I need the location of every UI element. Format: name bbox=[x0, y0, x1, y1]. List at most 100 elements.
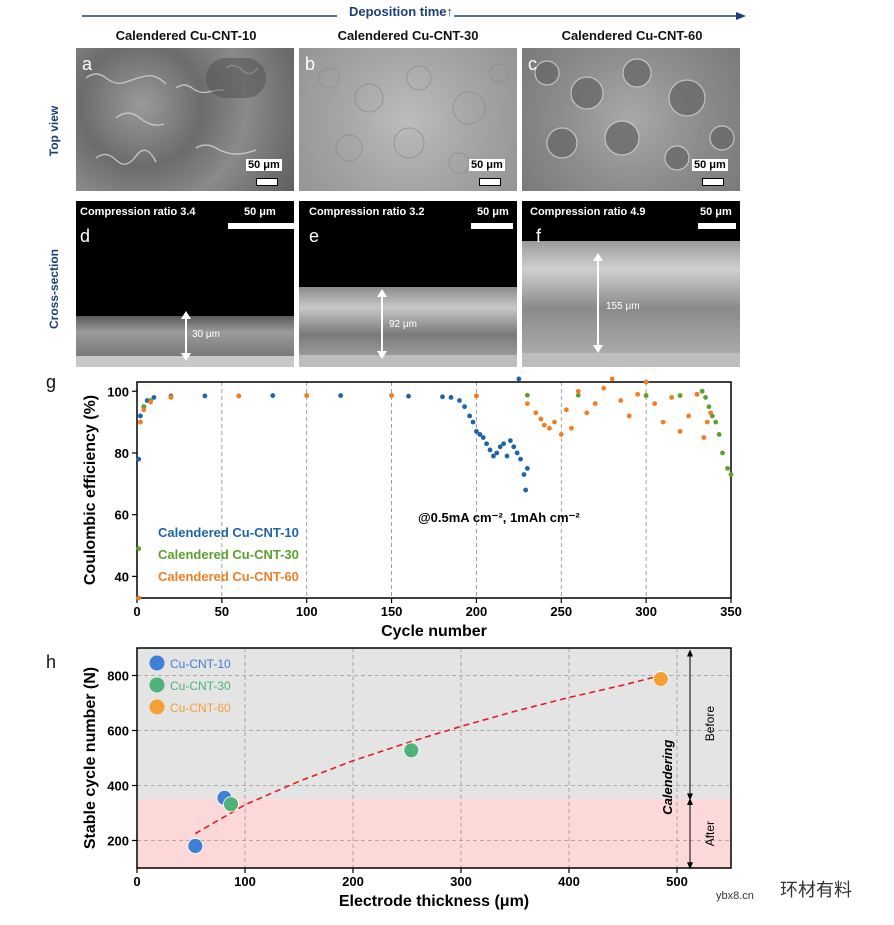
data-point-calendered-cu-cnt-60 bbox=[389, 393, 394, 398]
watermark-site: ybx8.cn bbox=[716, 890, 754, 902]
data-point-calendered-cu-cnt-10 bbox=[523, 487, 529, 493]
data-point-calendered-cu-cnt-10 bbox=[497, 444, 503, 450]
data-point-calendered-cu-cnt-10 bbox=[521, 472, 527, 477]
region-label-after: After bbox=[703, 821, 717, 846]
data-point-calendered-cu-cnt-60 bbox=[547, 425, 552, 431]
data-point-calendered-cu-cnt-10 bbox=[457, 398, 462, 403]
data-point-calendered-cu-cnt-60 bbox=[558, 432, 564, 437]
calendering-label: Calendering bbox=[660, 740, 675, 815]
column-title-cnt10: Calendered Cu-CNT-10 bbox=[115, 28, 257, 43]
y-tick-label: 40 bbox=[115, 569, 129, 584]
data-point-calendered-cu-cnt-10 bbox=[507, 438, 513, 444]
data-point-calendered-cu-cnt-10 bbox=[440, 394, 445, 400]
deposit-layer-f bbox=[522, 241, 740, 353]
thickness-arrow-d bbox=[181, 311, 191, 361]
thickness-label-e: 92 μm bbox=[389, 319, 417, 330]
legend-entry: Cu-CNT-30 bbox=[170, 679, 231, 693]
data-point-calendered-cu-cnt-60 bbox=[541, 422, 547, 428]
data-point-calendered-cu-cnt-30 bbox=[725, 466, 731, 471]
data-point-calendered-cu-cnt-10 bbox=[462, 404, 467, 410]
row-label-cross-section: Cross-section bbox=[47, 248, 61, 330]
legend-entry: Cu-CNT-10 bbox=[170, 657, 231, 671]
data-point-calendered-cu-cnt-10 bbox=[480, 435, 486, 440]
data-point-calendered-cu-cnt-30 bbox=[716, 432, 722, 437]
legend-marker bbox=[149, 655, 165, 671]
caption-f: Compression ratio 4.9 bbox=[530, 206, 646, 218]
data-point-calendered-cu-cnt-60 bbox=[575, 388, 581, 394]
region-after bbox=[137, 799, 731, 868]
panel-letter-f: f bbox=[536, 226, 542, 246]
scale-label-f: 50 μm bbox=[700, 206, 732, 218]
data-point-calendered-cu-cnt-60 bbox=[626, 413, 632, 419]
data-point-calendered-cu-cnt-10 bbox=[136, 456, 142, 462]
x-tick-label: 0 bbox=[133, 874, 140, 889]
arrow-head bbox=[687, 798, 693, 805]
chart-g-coulombic-efficiency: 0 50 100 150 200 250 300 350 40 60 80 100 Cycle numb… bbox=[82, 376, 742, 640]
data-point-calendered-cu-cnt-60 bbox=[474, 393, 479, 399]
data-point-calendered-cu-cnt-10 bbox=[501, 441, 506, 447]
data-point-cu-cnt-60 bbox=[652, 671, 669, 687]
scale-label-e: 50 μm bbox=[477, 206, 509, 218]
deposit-layer-e bbox=[299, 287, 517, 355]
x-tick-label: 300 bbox=[635, 604, 657, 619]
deposition-arrow bbox=[82, 0, 746, 26]
legend-entry: Calendered Cu-CNT-10 bbox=[158, 525, 299, 540]
data-point-calendered-cu-cnt-60 bbox=[669, 395, 674, 400]
data-point-calendered-cu-cnt-60 bbox=[635, 391, 641, 397]
data-point-calendered-cu-cnt-10 bbox=[491, 453, 496, 459]
data-point-calendered-cu-cnt-60 bbox=[584, 410, 590, 416]
panel-letter-h: h bbox=[46, 652, 57, 672]
sem-top-view-cnt30: b 50 μm bbox=[299, 48, 517, 191]
data-point-calendered-cu-cnt-30 bbox=[703, 395, 708, 400]
legend-entry: Calendered Cu-CNT-30 bbox=[158, 547, 299, 562]
substrate-d bbox=[76, 356, 294, 367]
y-tick-label: 100 bbox=[107, 384, 129, 399]
sem-cross-section-cnt10: Compression ratio 3.4 50 μm d 30 μm bbox=[76, 201, 294, 367]
data-point-calendered-cu-cnt-60 bbox=[538, 416, 544, 422]
data-point-calendered-cu-cnt-10 bbox=[524, 466, 530, 471]
panel-letter-a: a bbox=[82, 54, 93, 74]
data-point-calendered-cu-cnt-60 bbox=[694, 391, 700, 397]
data-point-calendered-cu-cnt-60 bbox=[137, 419, 143, 425]
data-point-calendered-cu-cnt-60 bbox=[236, 393, 242, 399]
data-point-calendered-cu-cnt-10 bbox=[338, 393, 344, 398]
substrate-e bbox=[299, 355, 517, 367]
data-point-calendered-cu-cnt-30 bbox=[643, 393, 649, 398]
x-tick-label: 500 bbox=[666, 874, 688, 889]
sem-top-view-cnt10: a 50 μm bbox=[76, 48, 294, 191]
data-point-calendered-cu-cnt-30 bbox=[706, 404, 712, 410]
data-point-calendered-cu-cnt-60 bbox=[609, 376, 615, 382]
data-point-calendered-cu-cnt-30 bbox=[677, 393, 683, 398]
data-point-calendered-cu-cnt-60 bbox=[708, 410, 714, 416]
x-tick-label: 100 bbox=[296, 604, 318, 619]
data-point-cu-cnt-30 bbox=[223, 796, 239, 813]
data-point-calendered-cu-cnt-10 bbox=[516, 376, 522, 382]
data-point-calendered-cu-cnt-10 bbox=[511, 444, 517, 450]
panel-letter-c: c bbox=[528, 54, 537, 74]
y-tick-label: 400 bbox=[107, 779, 129, 794]
scale-bar-c bbox=[702, 178, 724, 186]
y-tick-label: 600 bbox=[107, 724, 129, 739]
arrow-head bbox=[687, 862, 693, 870]
data-point-calendered-cu-cnt-60 bbox=[686, 413, 691, 419]
y-tick-label: 200 bbox=[107, 834, 129, 849]
data-point-calendered-cu-cnt-60 bbox=[652, 401, 658, 406]
data-point-calendered-cu-cnt-10 bbox=[448, 395, 454, 400]
data-point-calendered-cu-cnt-10 bbox=[151, 395, 157, 400]
plot-frame-h bbox=[136, 647, 732, 869]
thickness-label-d: 30 μm bbox=[192, 329, 220, 340]
data-point-calendered-cu-cnt-10 bbox=[487, 447, 493, 453]
data-point-calendered-cu-cnt-60 bbox=[136, 595, 142, 601]
data-point-calendered-cu-cnt-10 bbox=[406, 393, 411, 399]
data-point-calendered-cu-cnt-60 bbox=[618, 398, 624, 403]
data-point-calendered-cu-cnt-10 bbox=[477, 432, 483, 437]
data-point-calendered-cu-cnt-30 bbox=[699, 388, 705, 394]
chart-h-stable-cycle: 0 100 200 300 400 500 200 400 600 800 Electrode th… bbox=[82, 647, 732, 910]
data-point-calendered-cu-cnt-10 bbox=[270, 393, 276, 398]
x-tick-label: 0 bbox=[133, 604, 140, 619]
y-tick-label: 60 bbox=[115, 508, 129, 523]
data-point-calendered-cu-cnt-60 bbox=[524, 401, 530, 406]
x-axis-label: Cycle number bbox=[381, 623, 487, 640]
data-point-cu-cnt-10 bbox=[187, 838, 204, 854]
data-point-calendered-cu-cnt-10 bbox=[504, 453, 510, 459]
